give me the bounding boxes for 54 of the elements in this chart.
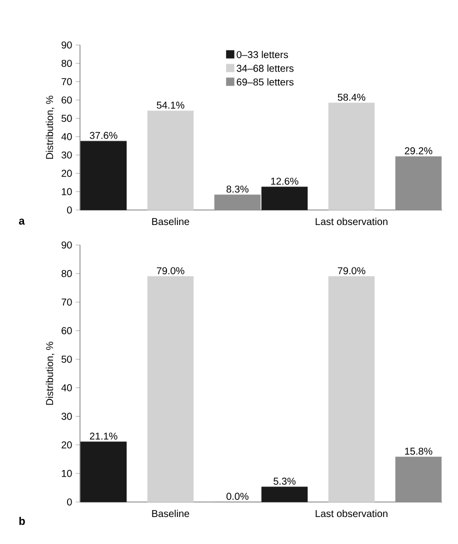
y-tick-label: 40 [61, 384, 72, 392]
y-tick-label: 30 [62, 151, 72, 159]
y-tick-label: 80 [62, 60, 72, 67]
bar [147, 110, 194, 210]
bar [395, 156, 442, 210]
data-label: 29.2% [404, 147, 432, 154]
y-tick-label: 10 [62, 470, 72, 477]
y-tick-label: 90 [62, 41, 72, 49]
y-tick-label: 20 [62, 170, 72, 177]
data-label: 79.0% [338, 267, 366, 274]
bar [261, 486, 308, 502]
data-label: 5.3% [274, 478, 296, 485]
legend-label: 34–68 letters [236, 64, 294, 72]
x-tick-label: Baseline [152, 510, 190, 518]
y-tick-label: 70 [62, 78, 72, 86]
x-tick-label: Last observation [316, 218, 388, 226]
bar [80, 442, 127, 502]
y-tick-label: 80 [62, 270, 72, 278]
text: a [18, 218, 25, 225]
legend-label: 0–33 letters [236, 50, 288, 58]
y-tick-label: 60 [62, 96, 72, 104]
y-tick-label: 20 [62, 441, 72, 448]
y-tick-label: 70 [62, 298, 72, 306]
y-axis-title: Distribution, % [46, 342, 54, 405]
bar [147, 276, 194, 502]
y-tick-label: 10 [62, 188, 72, 196]
bar [214, 194, 261, 210]
data-label: 54.1% [156, 102, 184, 109]
y-tick-label: 0 [67, 498, 72, 506]
y-tick-label: 50 [62, 356, 72, 363]
bar [328, 276, 375, 502]
data-label: 79.0% [156, 267, 184, 274]
data-label: 12.6% [271, 178, 298, 185]
data-label: 21.1% [90, 432, 118, 440]
y-tick-label: 0 [67, 206, 72, 214]
legend-label: 69–85 letters [236, 78, 294, 86]
bar [395, 456, 442, 502]
bar [328, 102, 375, 210]
data-label: 37.6% [90, 132, 118, 139]
y-tick-label: 50 [62, 114, 72, 122]
bar [80, 140, 127, 210]
data-label: 0.0% [226, 492, 248, 500]
y-axis-title: Distribution, % [46, 96, 54, 159]
y-tick-label: 60 [62, 327, 72, 334]
y-tick-label: 30 [62, 412, 72, 420]
bar [261, 186, 308, 210]
data-label: 15.8% [405, 448, 432, 455]
text: b [19, 516, 25, 525]
data-label: 8.3% [226, 186, 248, 193]
x-tick-label: Baseline [152, 218, 190, 226]
data-label: 58.4% [338, 94, 366, 101]
y-tick-label: 40 [61, 133, 72, 140]
x-tick-label: Last observation [316, 510, 388, 518]
y-tick-label: 90 [62, 241, 72, 249]
